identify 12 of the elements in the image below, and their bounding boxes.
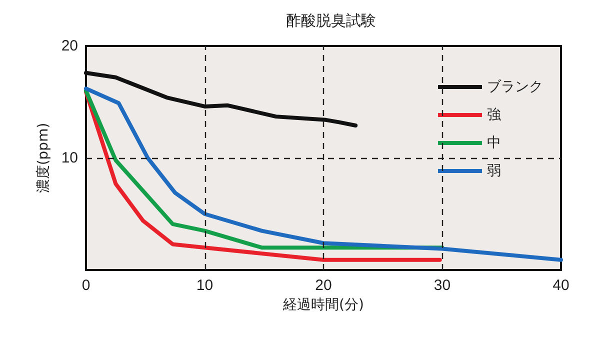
legend-label: 弱 — [487, 163, 501, 179]
x-tick-label: 30 — [434, 277, 451, 294]
legend-label: 強 — [487, 107, 501, 123]
x-tick-label: 0 — [82, 277, 90, 294]
y-axis-title: 濃度(ppm) — [35, 122, 52, 194]
x-axis-title: 経過時間(分) — [282, 296, 364, 313]
legend-label: 中 — [487, 135, 501, 151]
x-tick-label: 10 — [196, 277, 214, 294]
legend-label: ブランク — [487, 79, 543, 95]
chart-title: 酢酸脱臭試験 — [286, 12, 376, 30]
x-tick-label: 40 — [552, 277, 570, 294]
x-tick-label: 20 — [315, 277, 332, 294]
